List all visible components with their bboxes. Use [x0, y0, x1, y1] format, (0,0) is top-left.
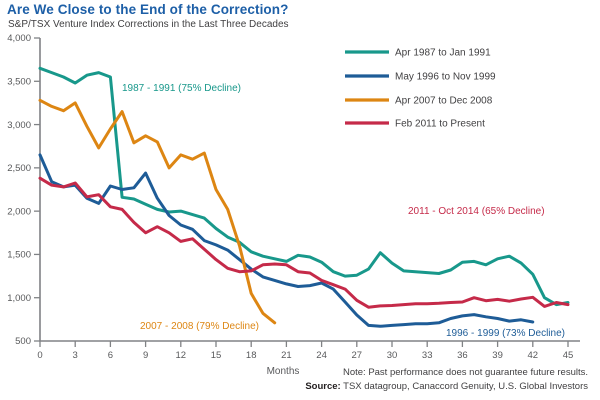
x-tick-label: 0	[37, 350, 42, 361]
y-tick-label: 1,000	[7, 293, 31, 304]
y-tick-label: 3,000	[7, 120, 31, 131]
x-axis-label: Months	[266, 366, 300, 377]
y-tick-label: 3,500	[7, 76, 31, 87]
chart-subtitle: S&P/TSX Venture Index Corrections in the…	[8, 19, 289, 30]
series-annotation-0: 1987 - 1991 (75% Decline)	[122, 83, 241, 94]
y-tick-label: 2,500	[7, 163, 31, 174]
x-tick-label: 15	[211, 350, 222, 361]
x-tick-label: 42	[528, 350, 539, 361]
x-tick-label: 45	[563, 350, 574, 361]
x-tick-label: 6	[108, 350, 113, 361]
y-tick-label: 4,000	[7, 33, 31, 44]
x-tick-label: 36	[457, 350, 468, 361]
x-tick-label: 3	[73, 350, 78, 361]
series-annotation-3: 1996 - 1999 (73% Decline)	[446, 328, 565, 339]
x-tick-label: 12	[176, 350, 187, 361]
legend-label-3: Feb 2011 to Present	[395, 119, 485, 130]
y-tick-label: 2,000	[7, 206, 31, 217]
x-tick-label: 30	[387, 350, 398, 361]
source-label: Source:	[305, 381, 341, 392]
x-tick-label: 21	[281, 350, 292, 361]
series-line-3	[38, 176, 570, 309]
series-annotation-1: 2011 - Oct 2014 (65% Decline)	[408, 206, 545, 217]
x-tick-label: 39	[492, 350, 503, 361]
y-tick-label: 1,500	[7, 250, 31, 261]
page-title: Are We Close to the End of the Correctio…	[7, 2, 289, 17]
disclaimer-note: Note: Past performance does not guarante…	[342, 367, 588, 378]
x-tick-label: 27	[352, 350, 363, 361]
legend-label-1: May 1996 to Nov 1999	[395, 72, 496, 83]
x-tick-label: 9	[143, 350, 148, 361]
x-tick-label: 18	[246, 350, 257, 361]
series-line-0	[38, 66, 570, 307]
legend-label-2: Apr 2007 to Dec 2008	[395, 96, 493, 107]
y-tick-label: 500	[15, 336, 31, 347]
series-line-1	[38, 153, 535, 328]
source-text: TSX datagroup, Canaccord Genuity, U.S. G…	[340, 381, 588, 392]
legend-label-0: Apr 1987 to Jan 1991	[395, 48, 491, 59]
x-tick-label: 33	[422, 350, 433, 361]
x-tick-label: 24	[316, 350, 327, 361]
source-credit: Source: TSX datagroup, Canaccord Genuity…	[305, 381, 588, 392]
series-annotation-2: 2007 - 2008 (79% Decline)	[140, 321, 259, 332]
series-line-2	[38, 98, 277, 325]
